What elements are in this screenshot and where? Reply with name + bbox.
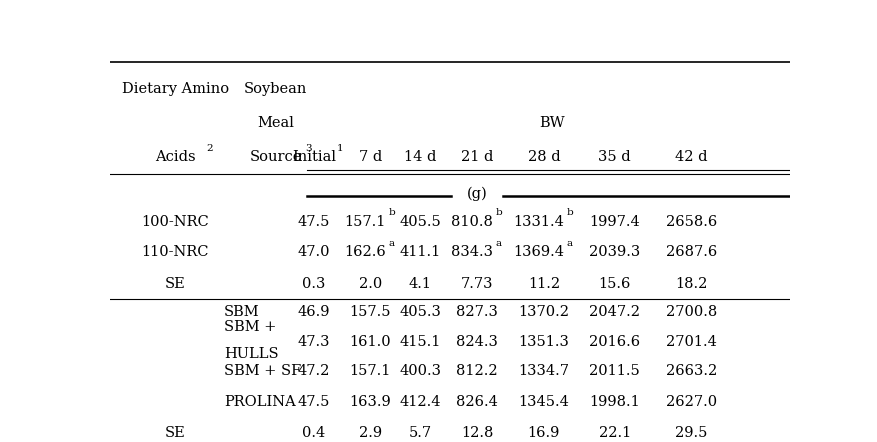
- Text: 110-NRC: 110-NRC: [141, 245, 209, 259]
- Text: 47.3: 47.3: [297, 335, 330, 349]
- Text: 400.3: 400.3: [398, 364, 440, 378]
- Text: 3: 3: [304, 144, 311, 153]
- Text: Initial: Initial: [291, 150, 336, 164]
- Text: 21 d: 21 d: [460, 150, 493, 164]
- Text: Meal: Meal: [257, 116, 294, 130]
- Text: a: a: [495, 239, 501, 248]
- Text: 2627.0: 2627.0: [666, 395, 717, 409]
- Text: 812.2: 812.2: [456, 364, 497, 378]
- Text: 29.5: 29.5: [674, 426, 707, 439]
- Text: 2658.6: 2658.6: [665, 214, 717, 229]
- Text: 2663.2: 2663.2: [665, 364, 717, 378]
- Text: PROLINA: PROLINA: [224, 395, 296, 409]
- Text: 2039.3: 2039.3: [588, 245, 639, 259]
- Text: 0.3: 0.3: [302, 278, 325, 291]
- Text: HULLS: HULLS: [224, 347, 278, 361]
- Text: 46.9: 46.9: [297, 305, 330, 319]
- Text: (g): (g): [467, 187, 487, 202]
- Text: 411.1: 411.1: [399, 245, 440, 259]
- Text: 2687.6: 2687.6: [665, 245, 717, 259]
- Text: 4.1: 4.1: [408, 278, 431, 291]
- Text: 14 d: 14 d: [403, 150, 436, 164]
- Text: Soybean: Soybean: [244, 82, 307, 96]
- Text: 412.4: 412.4: [399, 395, 440, 409]
- Text: Dietary Amino: Dietary Amino: [122, 82, 229, 96]
- Text: 415.1: 415.1: [399, 335, 440, 349]
- Text: 1351.3: 1351.3: [517, 335, 568, 349]
- Text: 161.0: 161.0: [349, 335, 391, 349]
- Text: b: b: [495, 209, 502, 217]
- Text: Source: Source: [249, 150, 302, 164]
- Text: 1998.1: 1998.1: [588, 395, 639, 409]
- Text: 5.7: 5.7: [408, 426, 431, 439]
- Text: 1: 1: [337, 144, 343, 153]
- Text: 2011.5: 2011.5: [588, 364, 639, 378]
- Text: 1369.4: 1369.4: [512, 245, 563, 259]
- Text: 2016.6: 2016.6: [588, 335, 639, 349]
- Text: b: b: [566, 209, 573, 217]
- Text: 824.3: 824.3: [456, 335, 497, 349]
- Text: 47.0: 47.0: [297, 245, 330, 259]
- Text: 1370.2: 1370.2: [517, 305, 568, 319]
- Text: 12.8: 12.8: [460, 426, 493, 439]
- Text: 1334.7: 1334.7: [517, 364, 568, 378]
- Text: 11.2: 11.2: [527, 278, 560, 291]
- Text: 100-NRC: 100-NRC: [141, 214, 209, 229]
- Text: SE: SE: [165, 426, 186, 439]
- Text: 47.5: 47.5: [297, 214, 330, 229]
- Text: 157.1: 157.1: [344, 214, 385, 229]
- Text: a: a: [389, 239, 395, 248]
- Text: 405.5: 405.5: [399, 214, 440, 229]
- Text: 1997.4: 1997.4: [588, 214, 639, 229]
- Text: 42 d: 42 d: [674, 150, 707, 164]
- Text: 157.5: 157.5: [349, 305, 390, 319]
- Text: 826.4: 826.4: [456, 395, 497, 409]
- Text: 16.9: 16.9: [527, 426, 560, 439]
- Text: 2.0: 2.0: [359, 278, 381, 291]
- Text: 827.3: 827.3: [456, 305, 497, 319]
- Text: 1331.4: 1331.4: [512, 214, 563, 229]
- Text: 15.6: 15.6: [598, 278, 630, 291]
- Text: BW: BW: [538, 116, 564, 130]
- Text: 2700.8: 2700.8: [665, 305, 717, 319]
- Text: 157.1: 157.1: [349, 364, 390, 378]
- Text: a: a: [566, 239, 572, 248]
- Text: Acids: Acids: [155, 150, 196, 164]
- Text: 810.8: 810.8: [450, 214, 492, 229]
- Text: 2: 2: [206, 144, 213, 153]
- Text: 47.5: 47.5: [297, 395, 330, 409]
- Text: 2047.2: 2047.2: [588, 305, 639, 319]
- Text: 7.73: 7.73: [460, 278, 493, 291]
- Text: 22.1: 22.1: [598, 426, 630, 439]
- Text: 834.3: 834.3: [450, 245, 492, 259]
- Text: 47.2: 47.2: [297, 364, 330, 378]
- Text: b: b: [389, 209, 395, 217]
- Text: 18.2: 18.2: [674, 278, 707, 291]
- Text: SBM +: SBM +: [224, 320, 276, 334]
- Text: 405.3: 405.3: [399, 305, 440, 319]
- Text: 28 d: 28 d: [527, 150, 560, 164]
- Text: 0.4: 0.4: [302, 426, 325, 439]
- Text: SBM: SBM: [224, 305, 260, 319]
- Text: 162.6: 162.6: [344, 245, 385, 259]
- Text: 163.9: 163.9: [349, 395, 391, 409]
- Text: 7 d: 7 d: [359, 150, 381, 164]
- Text: 2.9: 2.9: [359, 426, 381, 439]
- Text: SE: SE: [165, 278, 186, 291]
- Text: 35 d: 35 d: [597, 150, 631, 164]
- Text: SBM + SF: SBM + SF: [224, 364, 301, 378]
- Text: 2701.4: 2701.4: [666, 335, 717, 349]
- Text: 1345.4: 1345.4: [517, 395, 568, 409]
